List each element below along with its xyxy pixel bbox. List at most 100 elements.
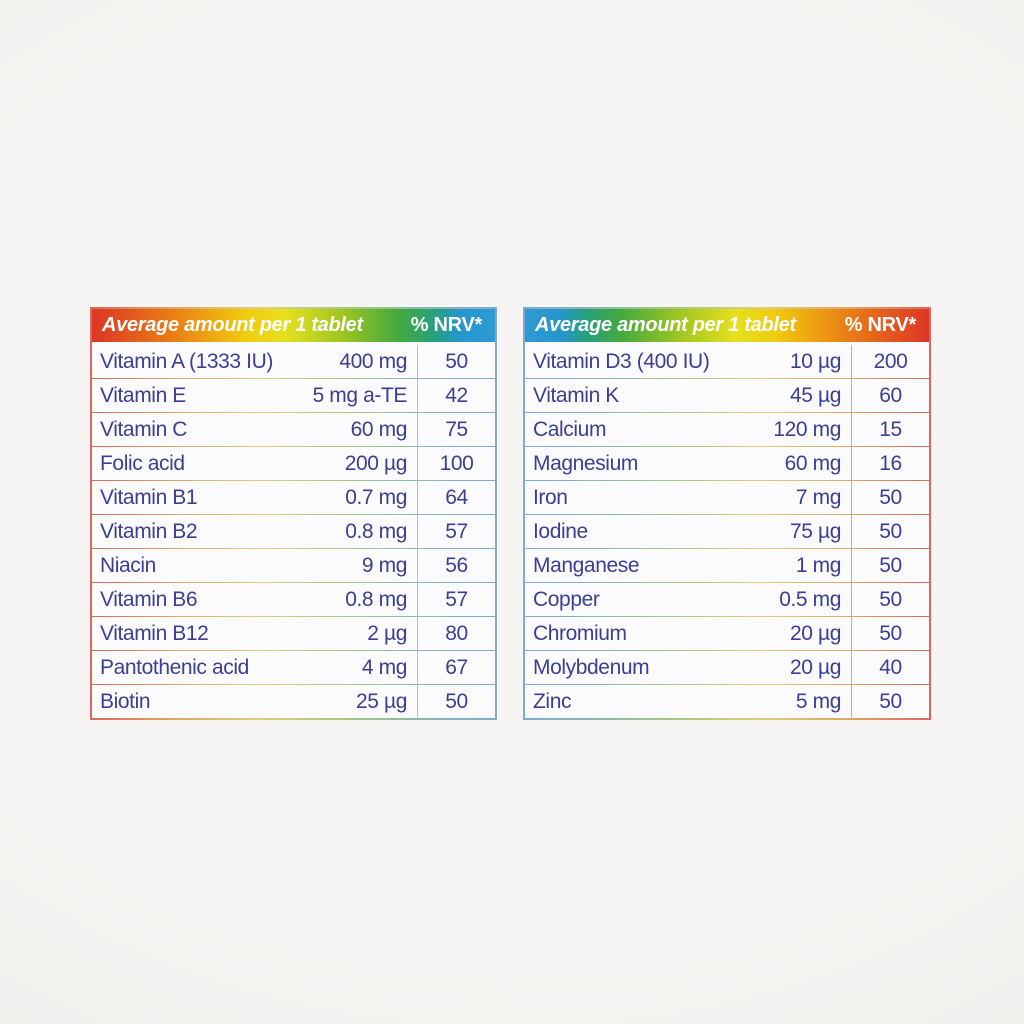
nutrient-nrv-percent: 75 bbox=[417, 413, 495, 446]
nutrient-amount: 120 mg bbox=[773, 417, 841, 441]
row-separator bbox=[92, 480, 495, 481]
nutrient-amount: 4 mg bbox=[361, 655, 407, 679]
table-row: Calcium 120 mg 15 bbox=[525, 413, 929, 446]
nutrient-nrv-percent: 80 bbox=[417, 617, 495, 650]
row-separator bbox=[525, 548, 929, 549]
nutrient-amount: 75 µg bbox=[790, 519, 841, 543]
nutrient-nrv-percent: 16 bbox=[851, 447, 929, 480]
nutrient-amount: 25 µg bbox=[356, 689, 407, 713]
nutrient-nrv-percent: 50 bbox=[851, 583, 929, 616]
nutrient-amount: 60 mg bbox=[350, 417, 408, 441]
nutrient-amount: 9 mg bbox=[361, 553, 407, 577]
row-separator bbox=[525, 616, 929, 617]
nutrient-nrv-percent: 57 bbox=[417, 515, 495, 548]
nutrient-nrv-percent: 50 bbox=[417, 685, 495, 718]
nutrient-amount: 400 mg bbox=[339, 349, 407, 373]
nutrient-amount: 0.8 mg bbox=[345, 519, 407, 543]
row-separator bbox=[92, 582, 495, 583]
table-header-nrv-label: % NRV* bbox=[844, 314, 917, 336]
nutrient-name: Calcium bbox=[533, 417, 607, 441]
nutrient-amount: 5 mg bbox=[795, 689, 841, 713]
row-separator bbox=[92, 650, 495, 651]
table-row: Biotin 25 µg 50 bbox=[92, 685, 495, 718]
table-row: Iodine 75 µg 50 bbox=[525, 515, 929, 548]
nutrient-amount: 0.8 mg bbox=[345, 587, 407, 611]
nutrient-nrv-percent: 50 bbox=[851, 617, 929, 650]
nutrient-amount: 0.5 mg bbox=[779, 587, 841, 611]
nutrient-name: Vitamin D3 (400 IU) bbox=[533, 349, 710, 373]
nutrient-nrv-percent: 56 bbox=[417, 549, 495, 582]
table-row: Vitamin E 5 mg a-TE 42 bbox=[92, 379, 495, 412]
nutrient-amount: 20 µg bbox=[790, 621, 841, 645]
table-row: Vitamin B2 0.8 mg 57 bbox=[92, 515, 495, 548]
nutrient-nrv-percent: 64 bbox=[417, 481, 495, 514]
table-row: Pantothenic acid 4 mg 67 bbox=[92, 651, 495, 684]
row-separator bbox=[92, 446, 495, 447]
nutrient-nrv-percent: 67 bbox=[417, 651, 495, 684]
nutrient-nrv-percent: 15 bbox=[851, 413, 929, 446]
nutrient-name: Vitamin B1 bbox=[100, 485, 198, 509]
row-separator bbox=[92, 412, 495, 413]
table-row: Vitamin B1 0.7 mg 64 bbox=[92, 481, 495, 514]
table-row: Magnesium 60 mg 16 bbox=[525, 447, 929, 480]
nutrient-name: Vitamin E bbox=[100, 383, 186, 407]
nutrient-amount: 1 mg bbox=[795, 553, 841, 577]
nutrient-name: Folic acid bbox=[100, 451, 185, 475]
nutrient-name: Vitamin B6 bbox=[100, 587, 198, 611]
nutrient-amount: 2 µg bbox=[367, 621, 407, 645]
nutrient-amount: 5 mg a-TE bbox=[312, 383, 408, 407]
row-separator bbox=[92, 684, 495, 685]
nutrient-amount: 45 µg bbox=[790, 383, 841, 407]
nutrient-amount: 60 mg bbox=[784, 451, 842, 475]
table-header-title: Average amount per 1 tablet bbox=[535, 314, 796, 336]
table-row: Vitamin B12 2 µg 80 bbox=[92, 617, 495, 650]
table-row: Niacin 9 mg 56 bbox=[92, 549, 495, 582]
nutrient-amount: 10 µg bbox=[790, 349, 841, 373]
table-row: Vitamin B6 0.8 mg 57 bbox=[92, 583, 495, 616]
table-row: Copper 0.5 mg 50 bbox=[525, 583, 929, 616]
table-row: Folic acid 200 µg 100 bbox=[92, 447, 495, 480]
nutrient-name: Manganese bbox=[533, 553, 640, 577]
row-separator bbox=[92, 616, 495, 617]
nutrient-nrv-percent: 57 bbox=[417, 583, 495, 616]
row-separator bbox=[525, 514, 929, 515]
nutrient-nrv-percent: 40 bbox=[851, 651, 929, 684]
nutrient-nrv-percent: 50 bbox=[851, 549, 929, 582]
nutrient-name: Iodine bbox=[533, 519, 588, 543]
row-separator bbox=[525, 582, 929, 583]
nutrient-name: Zinc bbox=[533, 689, 572, 713]
table-row: Chromium 20 µg 50 bbox=[525, 617, 929, 650]
nutrient-name: Vitamin B12 bbox=[100, 621, 209, 645]
nutrient-nrv-percent: 100 bbox=[417, 447, 495, 480]
nutrient-nrv-percent: 50 bbox=[417, 345, 495, 378]
table-header-title: Average amount per 1 tablet bbox=[102, 314, 363, 336]
nutrient-name: Magnesium bbox=[533, 451, 638, 475]
table-row: Vitamin D3 (400 IU) 10 µg 200 bbox=[525, 345, 929, 378]
row-separator bbox=[525, 684, 929, 685]
nutrient-nrv-percent: 50 bbox=[851, 685, 929, 718]
nutrient-amount: 0.7 mg bbox=[345, 485, 407, 509]
nutrient-nrv-percent: 50 bbox=[851, 481, 929, 514]
row-separator bbox=[525, 480, 929, 481]
nutrient-name: Pantothenic acid bbox=[100, 655, 249, 679]
nutrient-name: Biotin bbox=[100, 689, 151, 713]
nutrient-name: Copper bbox=[533, 587, 600, 611]
nutrient-nrv-percent: 42 bbox=[417, 379, 495, 412]
nutrient-name: Vitamin A (1333 IU) bbox=[100, 349, 273, 373]
row-separator bbox=[92, 548, 495, 549]
row-separator bbox=[92, 514, 495, 515]
nutrient-name: Chromium bbox=[533, 621, 627, 645]
nutrient-name: Molybdenum bbox=[533, 655, 650, 679]
nutrient-amount: 200 µg bbox=[344, 451, 408, 475]
row-separator bbox=[525, 650, 929, 651]
table-header-nrv-label: % NRV* bbox=[410, 314, 483, 336]
table-row: Manganese 1 mg 50 bbox=[525, 549, 929, 582]
row-separator bbox=[92, 378, 495, 379]
row-separator bbox=[525, 378, 929, 379]
nutrient-nrv-percent: 50 bbox=[851, 515, 929, 548]
minerals-table-header: Average amount per 1 tablet % NRV* bbox=[525, 309, 929, 342]
table-row: Iron 7 mg 50 bbox=[525, 481, 929, 514]
nutrient-amount: 7 mg bbox=[795, 485, 841, 509]
table-row: Vitamin A (1333 IU) 400 mg 50 bbox=[92, 345, 495, 378]
